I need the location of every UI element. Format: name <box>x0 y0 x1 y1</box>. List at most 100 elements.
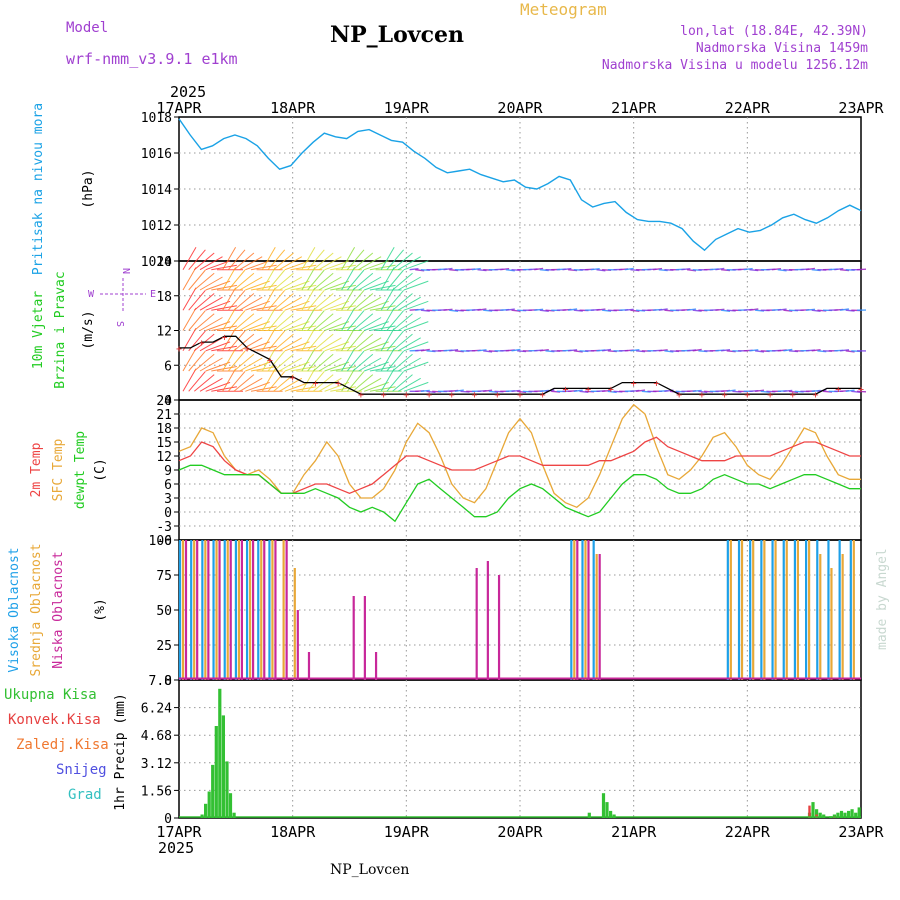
cloud-ytick-label: 50 <box>156 604 172 619</box>
wind-barb <box>817 350 827 353</box>
wind-barb <box>250 325 277 331</box>
precip-bar <box>207 791 211 818</box>
wind-barb <box>392 272 413 291</box>
wind-barb <box>749 308 759 311</box>
temp-ytick-label: 3 <box>164 492 172 507</box>
wind-barb <box>267 249 286 271</box>
wind-barb <box>245 260 270 271</box>
wind-barb <box>602 269 612 271</box>
wind-barb <box>766 390 776 393</box>
wind-barb <box>211 325 237 331</box>
wind-barb <box>788 309 799 312</box>
wind-barb <box>579 350 589 353</box>
wind-barb <box>211 366 237 372</box>
wind-barb <box>426 390 436 394</box>
wind-barb <box>369 305 396 311</box>
wind-barb <box>182 328 197 352</box>
precip-conv-bar <box>808 805 811 818</box>
temp-ytick-label: 9 <box>164 464 172 479</box>
wind-barb <box>471 308 481 311</box>
wind-barb <box>211 264 237 271</box>
wind-barb <box>687 390 697 392</box>
wind-barb <box>182 246 197 270</box>
wind-barb <box>721 309 731 312</box>
precip-legend-item: Zaledj.Kisa <box>16 737 109 753</box>
wind-unit-label-0: (m/s) <box>81 310 96 349</box>
wind-gust-mark: + <box>608 384 614 395</box>
wind-barb <box>755 350 765 353</box>
wind-barb <box>307 249 325 271</box>
wind-barb <box>403 280 429 291</box>
wind-barb <box>227 249 246 271</box>
cloud-ytick-label: 75 <box>156 569 172 584</box>
wind-barb <box>539 349 549 352</box>
wind-barb <box>312 333 334 352</box>
precip-bar <box>850 809 854 818</box>
precip-bar <box>211 764 215 818</box>
wind-barb <box>602 309 612 312</box>
wind-barb <box>403 341 429 352</box>
wind-barb <box>188 269 206 291</box>
wind-barb <box>261 267 276 291</box>
model-altitude-text: Nadmorska Visina u modelu 1256.12m <box>601 58 868 73</box>
dewpt-line <box>178 464 861 523</box>
wind-barb <box>596 308 606 311</box>
wind-gust-mark: + <box>653 379 659 390</box>
wind-barb <box>279 377 303 392</box>
wind-barb <box>692 348 702 352</box>
wind-barb <box>222 307 237 331</box>
wind-barb <box>239 256 263 271</box>
wind-barb <box>624 308 634 311</box>
wind-barb <box>284 260 310 271</box>
wind-barb <box>318 337 342 352</box>
bottom-time-tick: 20APR <box>497 823 543 841</box>
wind-barb <box>715 267 725 271</box>
precip-bar <box>214 726 218 818</box>
wind-barb <box>539 309 549 312</box>
wind-barb <box>420 309 430 312</box>
wind-barb <box>284 321 310 331</box>
temp-ytick-label: -3 <box>156 520 172 535</box>
compass-w: W <box>88 289 95 300</box>
wind-gust-mark: + <box>244 344 250 355</box>
wind-barb <box>239 337 263 352</box>
wind-barb <box>664 269 674 271</box>
wind-barb <box>392 374 413 392</box>
wind-barb <box>386 330 404 352</box>
temp-2m-line <box>178 436 861 495</box>
wind-barb <box>380 307 395 331</box>
precip-bar <box>612 814 616 818</box>
wind-barb <box>330 386 356 392</box>
wind-barb <box>522 390 532 393</box>
wind-barb <box>290 305 317 311</box>
wind-barb <box>211 386 237 392</box>
wind-barb <box>505 349 515 352</box>
wind-barb <box>783 269 793 271</box>
wind-barb <box>681 268 691 271</box>
wind-barb <box>822 390 833 393</box>
compass-n: N <box>120 268 131 274</box>
wind-barb <box>245 381 270 392</box>
wind-barb <box>352 272 374 291</box>
precip-bar <box>843 812 847 818</box>
wind-gust-mark: + <box>290 373 296 384</box>
wind-barb <box>715 308 725 311</box>
wind-barb <box>380 287 395 311</box>
wind-barb <box>590 268 600 271</box>
wind-speed-line <box>179 335 861 395</box>
wind-barb <box>573 350 583 353</box>
wind-barb <box>227 310 246 331</box>
wind-barb <box>483 309 493 312</box>
wind-barb <box>290 325 317 331</box>
wind-barb <box>380 368 395 392</box>
wind-barb <box>817 309 827 312</box>
temp-ytick-label: 12 <box>156 450 172 465</box>
wind-ytick-label: 0 <box>164 394 172 409</box>
wind-gust-mark: + <box>562 384 568 395</box>
wind-barb <box>273 293 294 311</box>
wind-barb <box>403 361 429 372</box>
wind-gust-mark: + <box>358 390 364 401</box>
wind-barb <box>346 249 365 271</box>
wind-axis-label-0: 10m Vjetar <box>31 291 46 369</box>
wind-barb <box>307 310 325 331</box>
